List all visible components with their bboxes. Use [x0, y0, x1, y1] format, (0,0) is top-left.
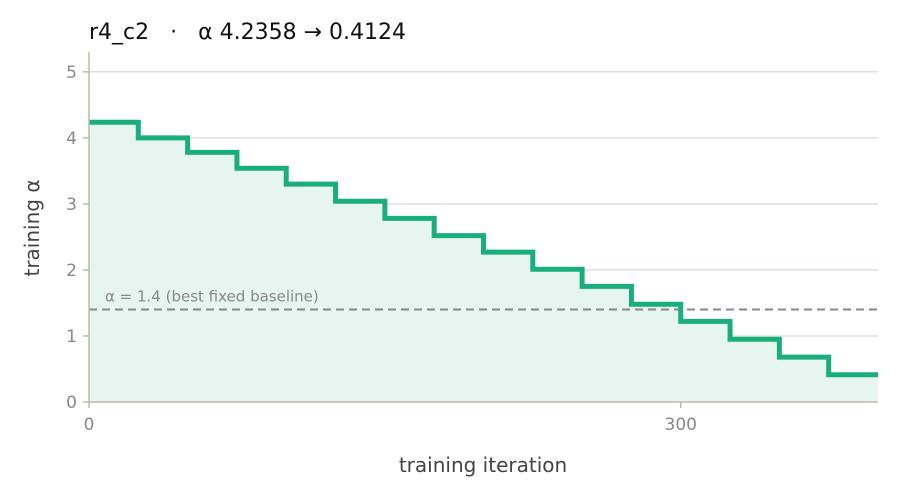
x-tick-label: 0 — [84, 415, 95, 435]
y-axis-label: training α — [20, 179, 44, 276]
axis-ticks: 0 1 2 3 4 5 0 300 — [66, 63, 697, 435]
x-tick-label: 300 — [665, 415, 697, 435]
baseline-annotation: α = 1.4 (best fixed baseline) — [105, 288, 319, 306]
y-tick-label: 5 — [66, 63, 77, 83]
y-tick-label: 1 — [66, 327, 77, 347]
area-fill — [89, 122, 878, 403]
y-tick-label: 2 — [66, 261, 77, 281]
y-tick-label: 4 — [66, 129, 77, 149]
alpha-series-line — [89, 119, 878, 378]
x-axis-label: training iteration — [399, 453, 567, 477]
y-tick-label: 3 — [66, 195, 77, 215]
y-tick-label: 0 — [66, 393, 77, 413]
chart-title: r4_c2 · α 4.2358 → 0.4124 — [89, 20, 406, 45]
